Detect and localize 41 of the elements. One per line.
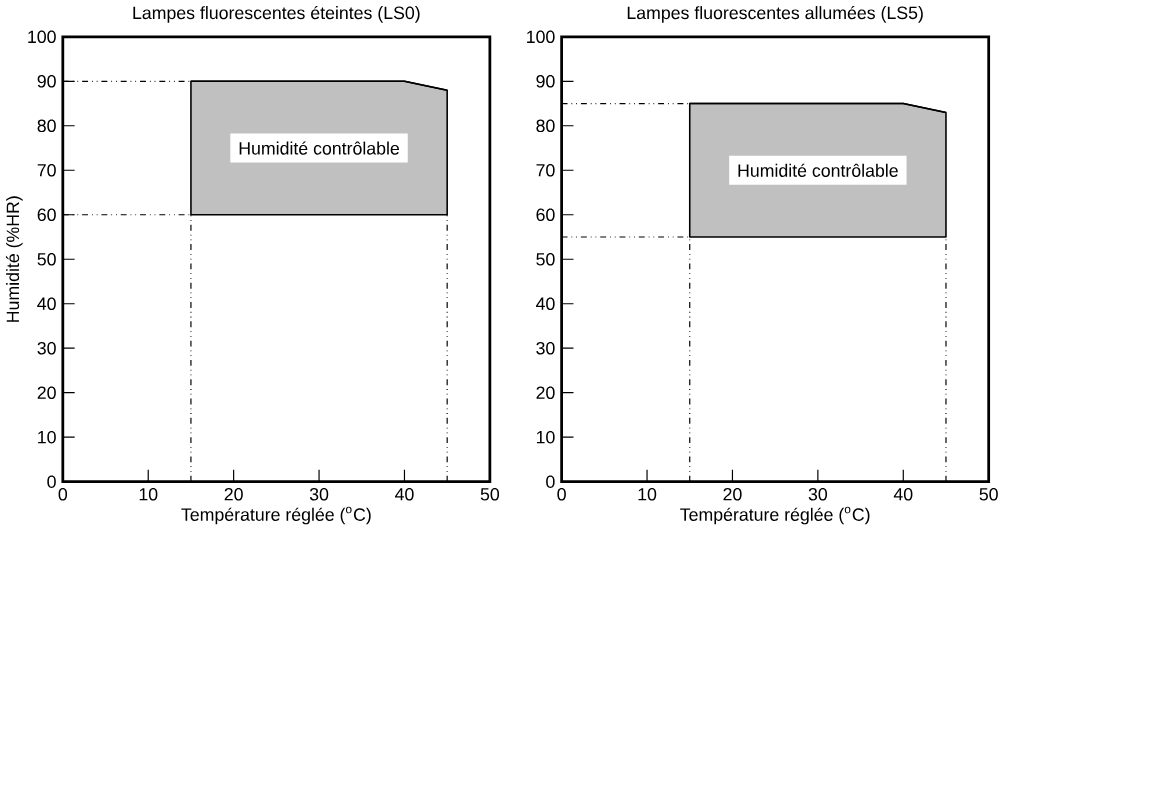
y-tick-label: 90 <box>536 75 555 88</box>
y-tick-label: 0 <box>47 475 56 489</box>
y-tick-label: 10 <box>38 431 56 444</box>
x-tick-label: 10 <box>638 488 657 501</box>
x-tick-label: 20 <box>224 488 243 501</box>
y-tick-label: 100 <box>28 30 56 44</box>
x-axis-title: Température réglée ($^{o}$C) <box>181 506 371 525</box>
x-tick-label: 0 <box>58 488 68 501</box>
y-tick-label: 60 <box>37 208 56 222</box>
y-tick-label: 10 <box>536 431 555 444</box>
y-tick-label: 70 <box>536 164 555 177</box>
y-tick-label: 0 <box>546 475 555 489</box>
y-tick-label: 80 <box>37 119 56 133</box>
annotation: Humidité contrôlable <box>239 141 400 155</box>
y-tick-label: 40 <box>37 297 56 311</box>
y-tick-label: 30 <box>536 342 555 355</box>
y-tick-label: 20 <box>536 386 555 400</box>
y-tick-label: 80 <box>536 119 555 133</box>
chart-title: Lampes fluorescentes éteintes (LS0) <box>133 6 420 23</box>
chart-title: Lampes fluorescentes allumées (LS5) <box>627 6 923 23</box>
y-tick-label: 90 <box>37 75 56 88</box>
y-tick-label: 30 <box>37 342 56 355</box>
y-tick-label: 20 <box>37 386 56 400</box>
x-tick-label: 30 <box>808 488 828 501</box>
y-tick-label: 70 <box>37 164 56 177</box>
y-tick-label: 40 <box>536 297 555 311</box>
y-tick-label: 50 <box>536 253 555 266</box>
x-tick-label: 50 <box>979 488 998 501</box>
x-axis-title: Température réglée ($^{o}$C) <box>680 506 870 525</box>
x-tick-label: 20 <box>723 488 742 501</box>
x-tick-label: 50 <box>480 488 500 501</box>
x-tick-label: 0 <box>557 488 566 501</box>
x-tick-label: 40 <box>893 488 913 501</box>
x-tick-label: 30 <box>309 488 329 501</box>
y-tick-label: 50 <box>37 253 56 266</box>
y-axis-title: Humidité (%HR) <box>5 196 23 322</box>
y-tick-label: 60 <box>536 208 555 222</box>
x-tick-label: 10 <box>139 488 158 501</box>
annotation: Humidité contrôlable <box>738 163 898 178</box>
y-tick-label: 100 <box>527 30 555 44</box>
x-tick-label: 40 <box>395 488 414 501</box>
